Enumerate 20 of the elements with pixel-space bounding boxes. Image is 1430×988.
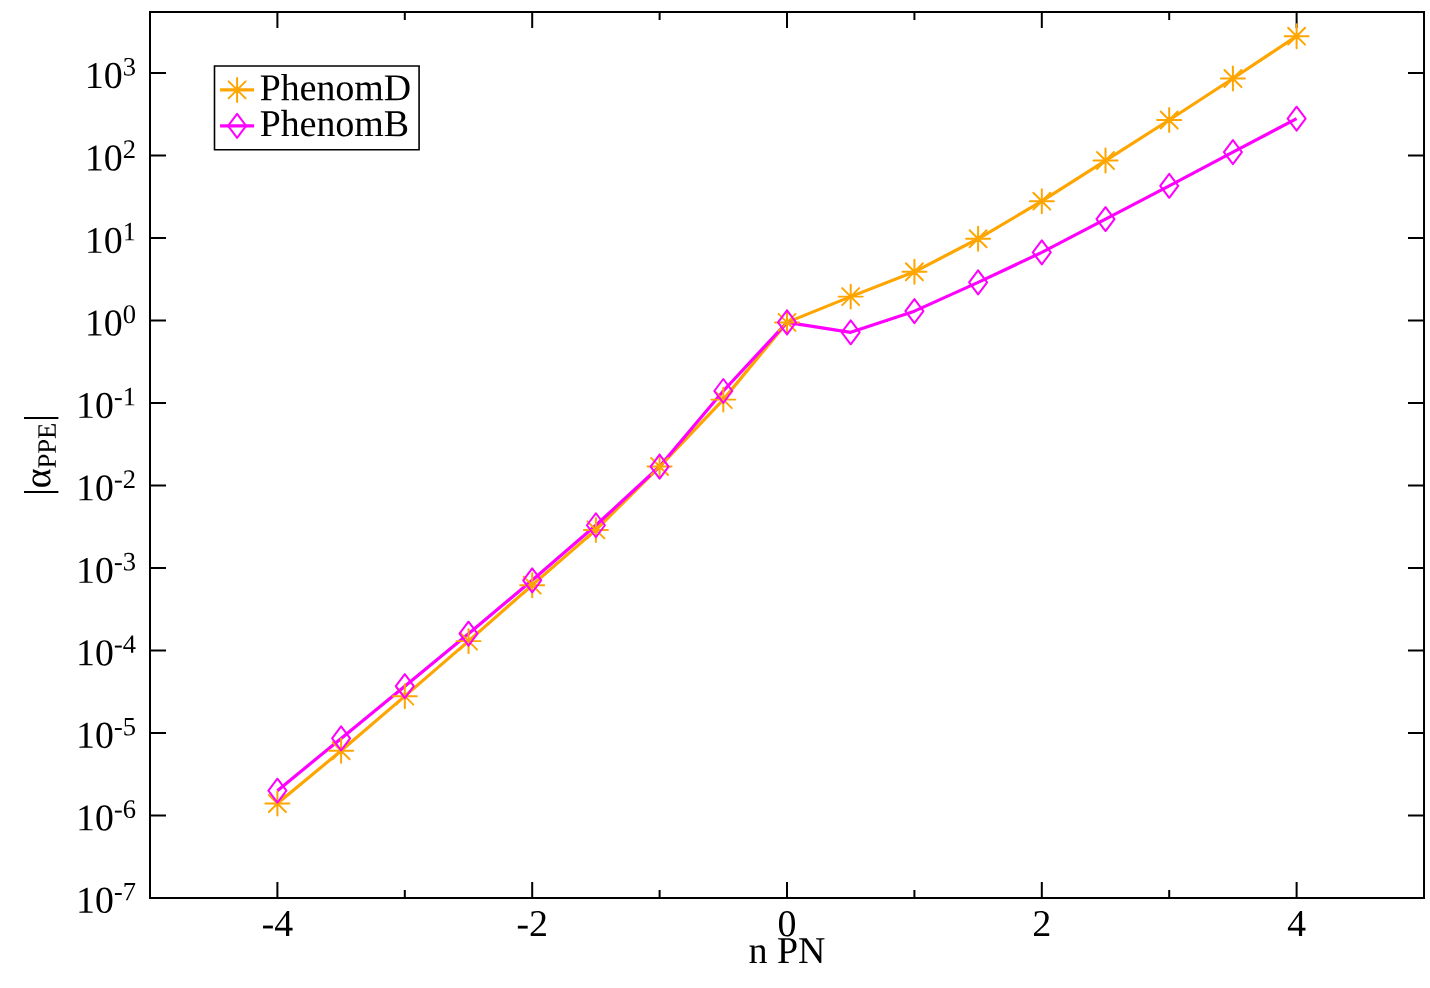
legend-label: PhenomB: [260, 109, 408, 137]
legend-label: PhenomD: [260, 73, 410, 101]
y-tick-label: 10$^{-1}$: [79, 387, 135, 419]
y-tick-label: 10$^{-4}$: [79, 635, 136, 666]
y-tick-label: 10$^{-2}$: [79, 470, 135, 501]
y-tick-label: 10$^{-6}$: [79, 800, 136, 831]
x-axis-title: n PN: [749, 938, 825, 963]
y-tick-label: 10$^{-7}$: [79, 882, 136, 914]
y-tick-label: 10$^{0}$: [88, 305, 135, 336]
y-tick-label: 10$^{3}$: [88, 57, 135, 89]
y-tick-label: 10$^{-5}$: [79, 717, 135, 749]
x-tick-label: -4: [263, 911, 293, 936]
x-tick-label: 4: [1287, 911, 1306, 936]
y-axis-title: |α$_{PPE}$|: [24, 417, 59, 493]
y-tick-label: 10$^{-3}$: [79, 552, 135, 584]
y-tick-label: 10$^{1}$: [88, 222, 135, 254]
x-tick-label: -2: [517, 911, 546, 937]
x-tick-label: 2: [1034, 911, 1050, 937]
x-tick-label: 0: [778, 911, 796, 937]
y-tick-label: 10$^{2}$: [88, 140, 135, 171]
